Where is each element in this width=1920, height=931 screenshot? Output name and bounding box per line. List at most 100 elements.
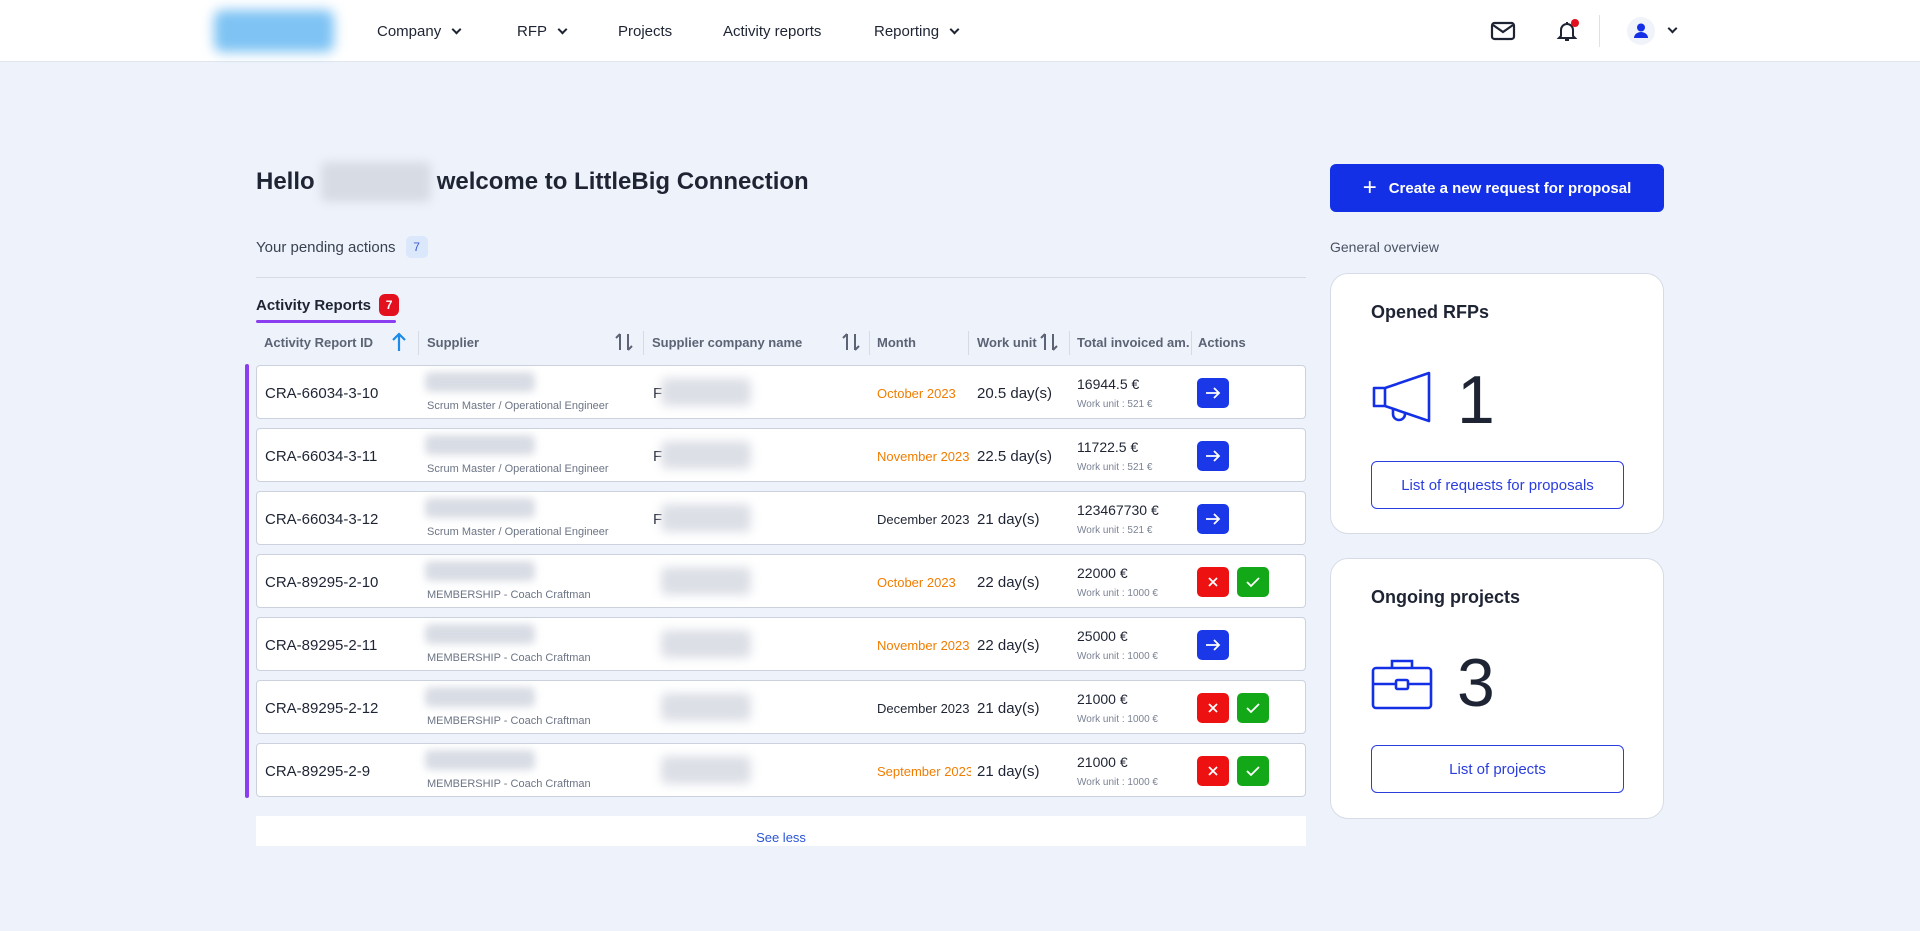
header-activity-report-id[interactable]: Activity Report ID bbox=[264, 334, 374, 350]
open-report-button[interactable] bbox=[1197, 441, 1229, 471]
total-invoiced: 11722.5 € bbox=[1077, 439, 1139, 455]
header-supplier-company[interactable]: Supplier company name bbox=[652, 334, 803, 350]
pending-actions: Your pending actions 7 bbox=[256, 236, 428, 258]
chevron-down-icon[interactable] bbox=[1667, 23, 1678, 34]
see-less-bar: See less bbox=[256, 816, 1306, 846]
table-row[interactable]: CRA-89295-2-9 MEMBERSHIP - Coach Craftman… bbox=[256, 743, 1306, 797]
mail-icon[interactable] bbox=[1490, 19, 1516, 43]
close-icon bbox=[1208, 766, 1218, 776]
check-icon bbox=[1246, 577, 1260, 588]
supplier-role: Scrum Master / Operational Engineer bbox=[427, 526, 609, 538]
table-row[interactable]: CRA-89295-2-10 MEMBERSHIP - Coach Craftma… bbox=[256, 554, 1306, 608]
company-name-redacted bbox=[661, 441, 751, 469]
work-unit: 22.5 day(s) bbox=[977, 448, 1053, 465]
supplier-name-redacted bbox=[425, 687, 535, 707]
work-unit: 21 day(s) bbox=[977, 700, 1040, 717]
work-unit-rate: Work unit : 521 € bbox=[1077, 399, 1153, 410]
table-row[interactable]: CRA-66034-3-10 Scrum Master / Operational… bbox=[256, 365, 1306, 419]
nav-activity-reports[interactable]: Activity reports bbox=[723, 22, 822, 40]
table-row[interactable]: CRA-66034-3-11 Scrum Master / Operational… bbox=[256, 428, 1306, 482]
user-icon bbox=[1634, 23, 1648, 38]
ongoing-projects-count: 3 bbox=[1457, 645, 1495, 721]
supplier-name-redacted bbox=[425, 561, 535, 581]
work-unit-rate: Work unit : 1000 € bbox=[1077, 714, 1158, 725]
arrow-right-icon bbox=[1206, 639, 1221, 651]
company-initial: F bbox=[653, 385, 663, 402]
work-unit: 21 day(s) bbox=[977, 511, 1040, 528]
header-total-invoiced[interactable]: Total invoiced am... bbox=[1077, 334, 1189, 350]
company-name-redacted bbox=[661, 378, 751, 406]
bell-icon[interactable] bbox=[1554, 19, 1580, 43]
month: October 2023 bbox=[877, 575, 956, 590]
accept-button[interactable] bbox=[1237, 693, 1269, 723]
avatar[interactable] bbox=[1627, 17, 1655, 45]
total-invoiced: 16944.5 € bbox=[1077, 376, 1140, 392]
header-separator bbox=[1069, 331, 1070, 355]
reject-button[interactable] bbox=[1197, 567, 1229, 597]
check-icon bbox=[1246, 766, 1260, 777]
month: November 2023 bbox=[877, 449, 970, 464]
company-name-redacted bbox=[661, 504, 751, 532]
activity-report-id: CRA-89295-2-11 bbox=[265, 637, 378, 654]
plus-icon: + bbox=[1362, 174, 1377, 201]
reject-button[interactable] bbox=[1197, 693, 1229, 723]
total-invoiced: 21000 € bbox=[1077, 691, 1128, 707]
create-rfp-button[interactable]: + Create a new request for proposal bbox=[1330, 164, 1664, 212]
work-unit-rate: Work unit : 521 € bbox=[1077, 462, 1153, 473]
list-projects-button[interactable]: List of projects bbox=[1371, 745, 1624, 793]
month: November 2023 bbox=[877, 638, 970, 653]
month: September 2023 bbox=[877, 764, 971, 779]
arrow-right-icon bbox=[1206, 450, 1221, 462]
accept-button[interactable] bbox=[1237, 567, 1269, 597]
nav-rfp[interactable]: RFP bbox=[517, 0, 568, 62]
month: December 2023 bbox=[877, 701, 970, 716]
table-row[interactable]: CRA-89295-2-12 MEMBERSHIP - Coach Craftma… bbox=[256, 680, 1306, 734]
total-invoiced: 123467730 € bbox=[1077, 502, 1159, 518]
header-separator bbox=[1191, 331, 1192, 355]
nav-projects[interactable]: Projects bbox=[618, 22, 673, 40]
open-report-button[interactable] bbox=[1197, 504, 1229, 534]
table-row[interactable]: CRA-66034-3-12 Scrum Master / Operational… bbox=[256, 491, 1306, 545]
open-report-button[interactable] bbox=[1197, 378, 1229, 408]
company-name-redacted bbox=[661, 567, 751, 595]
nav-company[interactable]: Company bbox=[377, 0, 462, 62]
sort-icon[interactable] bbox=[614, 331, 634, 353]
work-unit-rate: Work unit : 1000 € bbox=[1077, 651, 1158, 662]
briefcase-icon bbox=[1371, 659, 1433, 710]
header-work-unit[interactable]: Work unit bbox=[977, 334, 1037, 350]
header-actions: Actions bbox=[1198, 334, 1246, 350]
tab-activity-reports[interactable]: Activity Reports 7 bbox=[256, 294, 400, 316]
general-overview-label: General overview bbox=[1330, 239, 1439, 255]
accept-button[interactable] bbox=[1237, 756, 1269, 786]
header-month[interactable]: Month bbox=[877, 334, 916, 350]
company-initial: F bbox=[653, 511, 663, 528]
close-icon bbox=[1208, 703, 1218, 713]
activity-report-id: CRA-66034-3-11 bbox=[265, 448, 378, 465]
month: October 2023 bbox=[877, 386, 956, 401]
ongoing-projects-card: Ongoing projects 3 List of projects bbox=[1330, 558, 1664, 819]
header-separator bbox=[418, 331, 419, 355]
tab-count-badge: 7 bbox=[379, 294, 400, 316]
open-report-button[interactable] bbox=[1197, 630, 1229, 660]
supplier-role: MEMBERSHIP - Coach Craftman bbox=[427, 778, 591, 790]
tab-underline bbox=[256, 320, 396, 323]
logo[interactable] bbox=[214, 10, 334, 52]
company-name-redacted bbox=[661, 756, 751, 784]
sort-icon[interactable] bbox=[841, 331, 861, 353]
list-rfps-button[interactable]: List of requests for proposals bbox=[1371, 461, 1624, 509]
header-supplier[interactable]: Supplier bbox=[427, 334, 480, 350]
rows-accent-bar bbox=[245, 364, 249, 798]
nav-reporting[interactable]: Reporting bbox=[874, 0, 960, 62]
see-less-link[interactable]: See less bbox=[756, 830, 806, 845]
activity-report-id: CRA-89295-2-12 bbox=[265, 700, 379, 717]
arrow-right-icon bbox=[1206, 513, 1221, 525]
work-unit-rate: Work unit : 1000 € bbox=[1077, 777, 1158, 788]
check-icon bbox=[1246, 703, 1260, 714]
sort-asc-icon[interactable] bbox=[389, 331, 409, 353]
company-name-redacted bbox=[661, 693, 751, 721]
supplier-role: MEMBERSHIP - Coach Craftman bbox=[427, 715, 591, 727]
reject-button[interactable] bbox=[1197, 756, 1229, 786]
header-separator bbox=[869, 331, 870, 355]
table-row[interactable]: CRA-89295-2-11 MEMBERSHIP - Coach Craftma… bbox=[256, 617, 1306, 671]
sort-icon[interactable] bbox=[1039, 331, 1059, 353]
